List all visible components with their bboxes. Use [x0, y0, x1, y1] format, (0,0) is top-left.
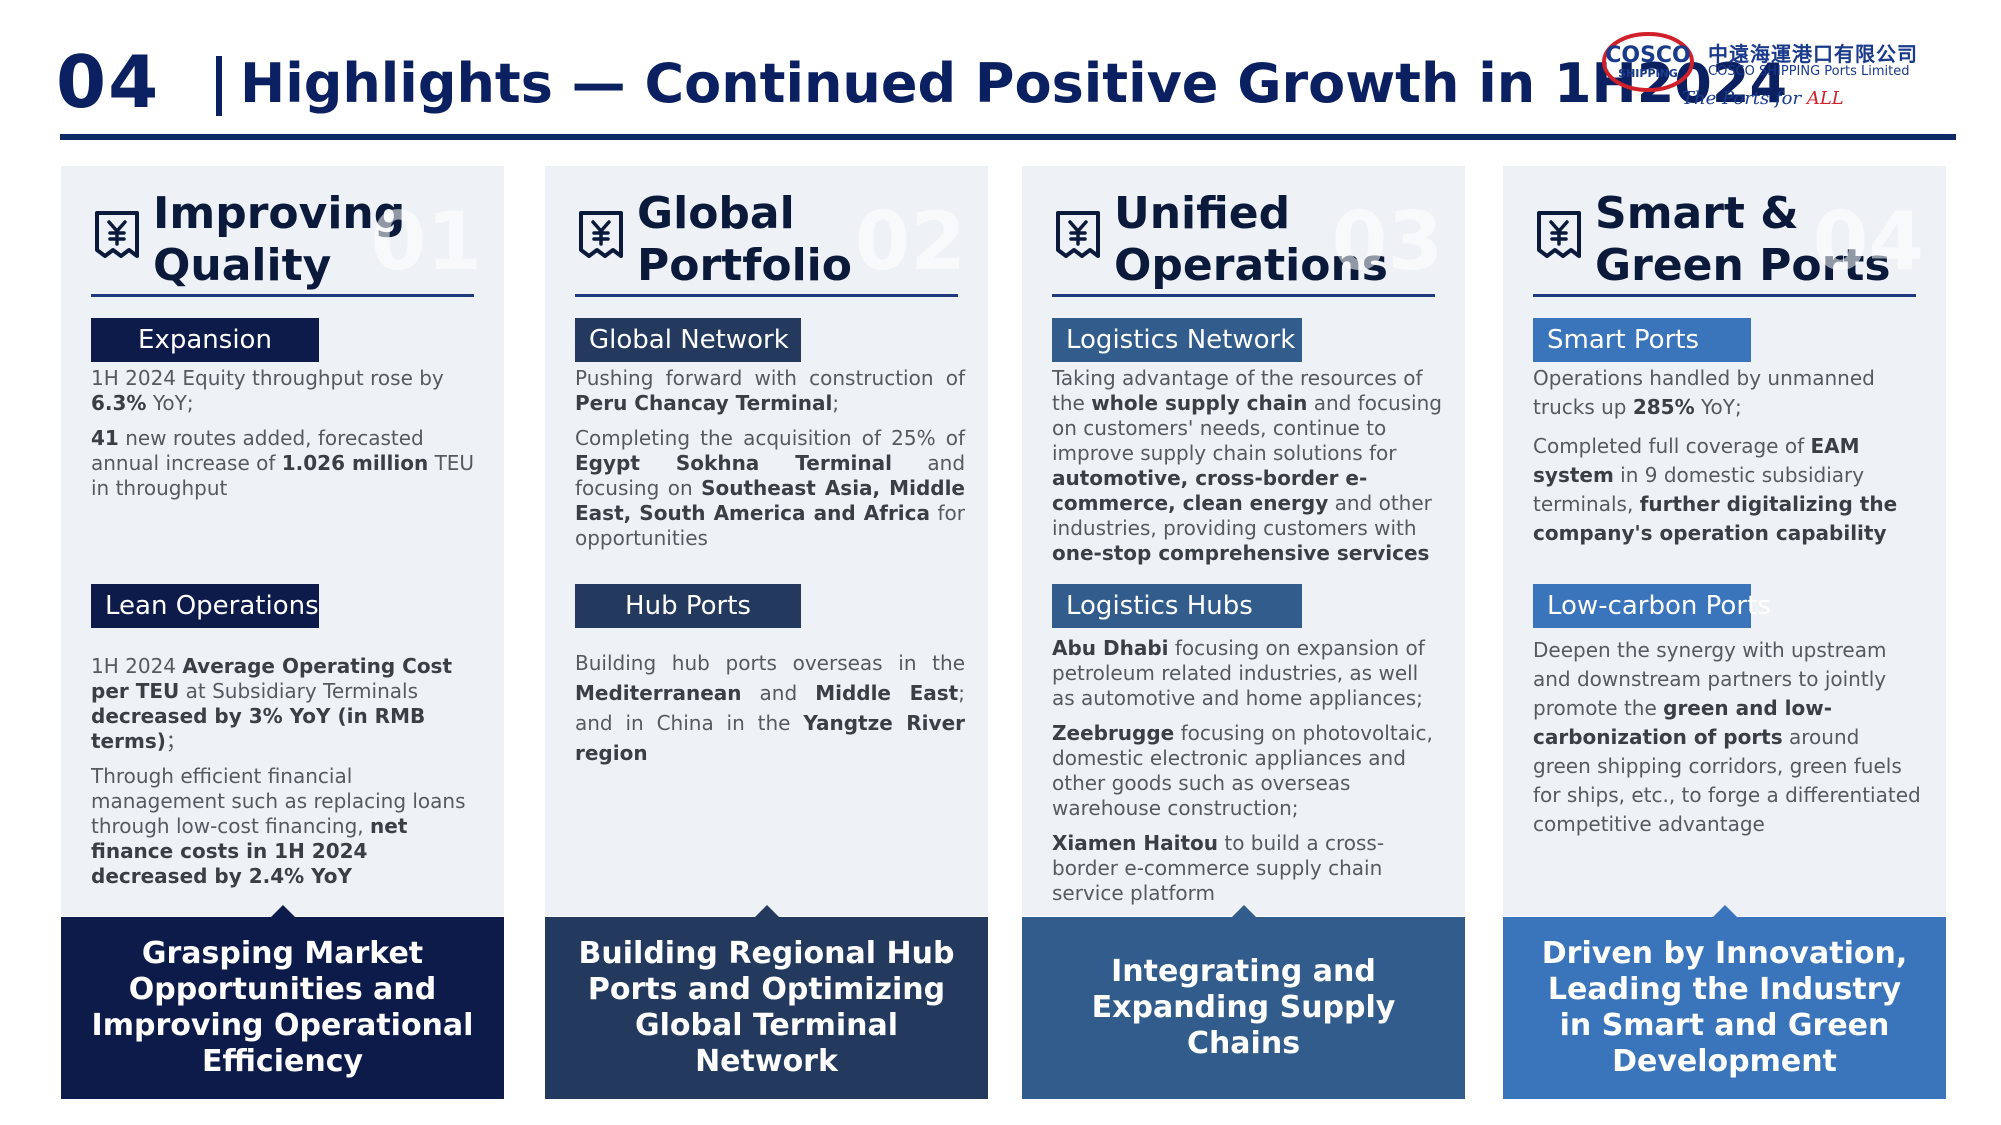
section-label: Lean Operations: [91, 584, 319, 628]
column-header: Unified Operations 03: [1052, 188, 1443, 291]
summary-pointer: [1712, 905, 1737, 917]
logo-mark-top: COSCO: [1605, 43, 1691, 68]
section-paragraph: Completed full coverage of EAM system in…: [1533, 434, 1898, 545]
summary-pointer: [270, 905, 295, 917]
section-body: Abu Dhabi focusing on expansion of petro…: [1052, 636, 1442, 916]
summary-pointer: [1231, 905, 1256, 917]
section-body: Taking advantage of the resources of the…: [1052, 366, 1442, 576]
summary-box: Driven by Innovation, Leading the Indust…: [1503, 905, 1946, 1099]
summary-text: Building Regional Hub Ports and Optimizi…: [578, 936, 955, 1079]
section-paragraph: Taking advantage of the resources of the…: [1052, 366, 1442, 565]
column-rule: [91, 294, 474, 297]
document-yen-icon: [95, 211, 139, 258]
column-title: Global Portfolio: [637, 188, 852, 291]
column-rule: [1052, 294, 1435, 297]
summary-text: Driven by Innovation, Leading the Indust…: [1541, 936, 1908, 1079]
column-number: 04: [1812, 195, 1924, 288]
section-label: Global Network: [575, 318, 801, 362]
section-paragraph: Zeebrugge focusing on photovoltaic, dome…: [1052, 721, 1433, 820]
logo-english-name: COSCO SHIPPING Ports Limited: [1708, 64, 1910, 79]
logo-tagline: The Ports for ALL: [1682, 88, 1844, 109]
slide-number: 04: [56, 40, 161, 124]
column-header: Smart & Green Ports 04: [1533, 188, 1924, 291]
column-rule: [1533, 294, 1916, 297]
document-yen-icon: [579, 211, 623, 258]
document-yen-icon: [1056, 211, 1100, 258]
section-paragraph: 41 new routes added, forecasted annual i…: [91, 426, 475, 500]
section-paragraph: Deepen the synergy with upstream and dow…: [1533, 638, 1921, 836]
logo-chinese-name: 中遠海運港口有限公司: [1708, 42, 1918, 66]
title-divider: [216, 56, 222, 116]
section-paragraph: Xiamen Haitou to build a cross-border e-…: [1052, 831, 1385, 905]
logo-mark-bottom: SHIPPING: [1618, 67, 1678, 80]
section-body: Building hub ports overseas in the Medit…: [575, 648, 965, 778]
section-label: Logistics Hubs: [1052, 584, 1302, 628]
column-rule: [575, 294, 958, 297]
highlight-column-3: Unified Operations 03 Logistics Network Tak…: [1022, 166, 1465, 916]
section-body: Deepen the synergy with upstream and dow…: [1533, 636, 1923, 849]
logo-tagline-prefix: The Ports for: [1682, 88, 1807, 109]
column-header: Global Portfolio 02: [575, 188, 966, 291]
section-paragraph: Operations handled by unmanned trucks up…: [1533, 366, 1875, 419]
summary-box: Building Regional Hub Ports and Optimizi…: [545, 905, 988, 1099]
column-title: Improving Quality: [153, 188, 406, 291]
document-yen-icon: [1537, 211, 1581, 258]
section-label: Low-carbon Ports: [1533, 584, 1771, 628]
column-number: 01: [370, 195, 482, 288]
section-paragraph: Completing the acquisition of 25% of Egy…: [575, 426, 966, 550]
summary-box: Grasping Market Opportunities and Improv…: [61, 905, 504, 1099]
section-body: Operations handled by unmanned trucks up…: [1533, 364, 1923, 558]
logo-tagline-emphasis: ALL: [1806, 88, 1844, 109]
section-paragraph: Through efficient financial management s…: [91, 764, 466, 888]
column-number: 03: [1331, 195, 1443, 288]
column-title: Smart & Green Ports: [1595, 188, 1891, 291]
company-logo: COSCO SHIPPING 中遠海運港口有限公司 COSCO SHIPPING…: [1598, 24, 1928, 124]
section-paragraph: Abu Dhabi focusing on expansion of petro…: [1052, 636, 1425, 710]
column-title: Unified Operations: [1114, 188, 1388, 291]
column-header: Improving Quality 01: [91, 188, 482, 291]
highlight-column-1: Improving Quality 01 Expansion 1H 2024 Equi…: [61, 166, 504, 916]
section-label: Logistics Network: [1052, 318, 1302, 362]
highlight-column-2: Global Portfolio 02 Global Network Pushing …: [545, 166, 988, 916]
summary-box: Integrating and Expanding Supply Chains: [1022, 905, 1465, 1099]
summary-text: Integrating and Expanding Supply Chains: [1091, 954, 1396, 1061]
section-body: 1H 2024 Equity throughput rose by 6.3% Y…: [91, 366, 481, 511]
column-number: 02: [854, 195, 966, 288]
summary-pointer: [754, 905, 779, 917]
section-label: Hub Ports: [575, 584, 801, 628]
section-label: Expansion: [91, 318, 319, 362]
cosco-mark-icon: COSCO SHIPPING: [1602, 32, 1694, 92]
summary-text: Grasping Market Opportunities and Improv…: [91, 936, 474, 1079]
highlight-column-4: Smart & Green Ports 04 Smart Ports Operatio…: [1503, 166, 1946, 916]
section-body: 1H 2024 Average Operating Cost per TEU a…: [91, 654, 481, 899]
header-rule: [60, 134, 1956, 140]
section-paragraph: 1H 2024 Equity throughput rose by 6.3% Y…: [91, 366, 444, 415]
section-paragraph: Building hub ports overseas in the Medit…: [575, 651, 965, 765]
section-body: Pushing forward with construction of Per…: [575, 366, 965, 561]
section-label: Smart Ports: [1533, 318, 1751, 362]
page-title: Highlights — Continued Positive Growth i…: [240, 52, 1788, 115]
section-paragraph: 1H 2024 Average Operating Cost per TEU a…: [91, 654, 453, 753]
section-paragraph: Pushing forward with construction of Per…: [575, 366, 965, 415]
